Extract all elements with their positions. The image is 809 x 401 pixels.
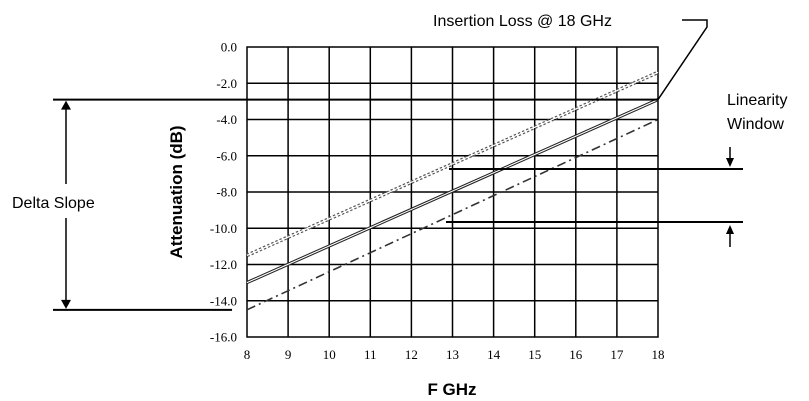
delta-slope-label: Delta Slope bbox=[12, 195, 95, 212]
delta-slope-arrowhead-up bbox=[61, 100, 71, 110]
y-tick-label: -6.0 bbox=[216, 148, 237, 163]
x-tick-label: 16 bbox=[569, 347, 583, 362]
x-tick-label: 10 bbox=[323, 347, 336, 362]
y-tick-label: -16.0 bbox=[210, 330, 237, 345]
y-axis-label: Attenuation (dB) bbox=[167, 125, 186, 258]
x-tick-label: 13 bbox=[446, 347, 459, 362]
delta-slope-arrowhead-down bbox=[61, 299, 71, 309]
x-tick-label: 14 bbox=[487, 347, 501, 362]
y-tick-label: -8.0 bbox=[216, 185, 237, 200]
x-tick-label: 18 bbox=[652, 347, 665, 362]
x-tick-label: 17 bbox=[610, 347, 624, 362]
y-tick-label: -10.0 bbox=[210, 221, 237, 236]
annotations: Insertion Loss @ 18 GHz Linearity Window De… bbox=[12, 13, 787, 311]
x-tick-label: 9 bbox=[285, 347, 292, 362]
insertion-loss-leader bbox=[657, 19, 708, 100]
x-tick-label: 12 bbox=[405, 347, 418, 362]
y-tick-label: -14.0 bbox=[210, 293, 237, 308]
y-tick-label: -2.0 bbox=[216, 76, 237, 91]
x-tick-label: 15 bbox=[528, 347, 541, 362]
linearity-arrowhead-down bbox=[726, 158, 734, 167]
series-group bbox=[246, 70, 659, 311]
insertion-loss-label: Insertion Loss @ 18 GHz bbox=[433, 13, 612, 30]
linearity-label: Linearity bbox=[727, 92, 787, 109]
window-label: Window bbox=[727, 116, 784, 133]
series-line-upper-core bbox=[246, 71, 659, 256]
x-tick-label: 8 bbox=[244, 347, 251, 362]
x-tick-label: 11 bbox=[364, 347, 377, 362]
linearity-arrowhead-up bbox=[726, 225, 734, 234]
y-tick-label: -4.0 bbox=[216, 112, 237, 127]
tick-labels: 8 9 10 11 12 13 14 15 16 17 18 0.0 -2.0 -4.0 -6.0 -8.0 -… bbox=[210, 40, 665, 363]
x-axis-label: F GHz bbox=[427, 380, 476, 399]
y-tick-label: -12.0 bbox=[210, 257, 237, 272]
series-line-nominal-core bbox=[246, 99, 659, 284]
y-tick-label: 0.0 bbox=[221, 40, 237, 55]
